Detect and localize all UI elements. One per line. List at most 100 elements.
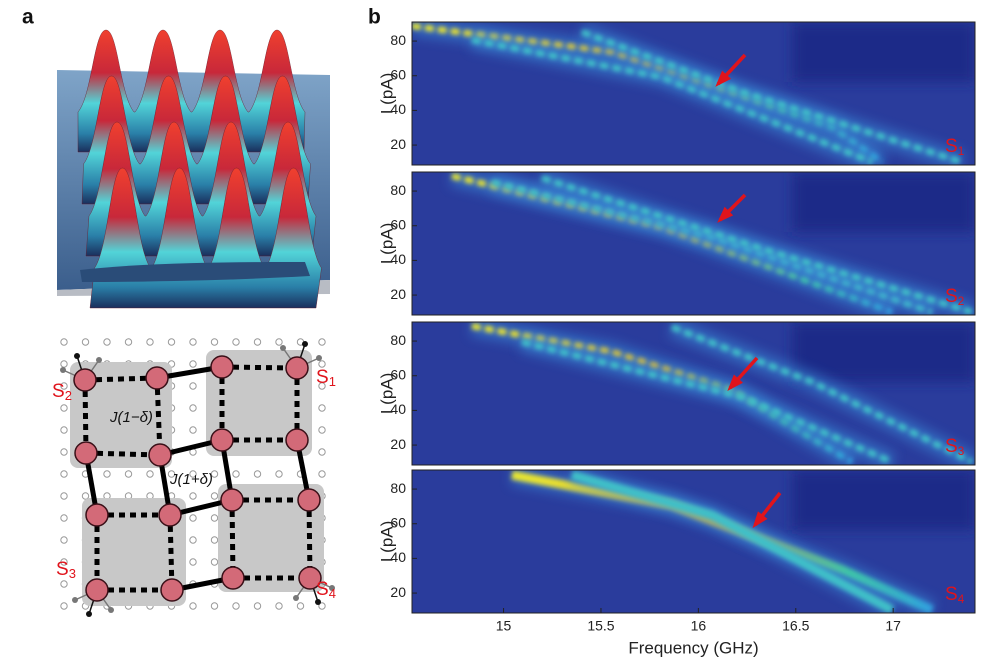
band	[541, 175, 973, 315]
weak-bond	[167, 514, 175, 591]
site-letter: S	[945, 584, 958, 605]
grid-dot	[60, 338, 68, 346]
site	[220, 488, 244, 512]
grid-dot	[318, 602, 326, 610]
probe-arrow-head	[329, 585, 335, 591]
site-label: S3	[56, 559, 76, 581]
site-label: S4	[945, 584, 965, 606]
site-letter: S	[945, 436, 958, 457]
grid-dot	[146, 470, 154, 478]
site-label: S1	[316, 367, 336, 389]
plaquette	[218, 484, 324, 592]
weak-bond	[84, 375, 158, 383]
panel-label: a	[22, 6, 34, 29]
site-label: S3	[945, 436, 964, 458]
grid-dot	[232, 602, 240, 610]
weak-bond	[85, 450, 161, 458]
grid-dot	[210, 492, 219, 500]
grid-dot	[60, 514, 68, 522]
grid-dot	[253, 338, 262, 346]
heatmap-dark	[792, 322, 975, 382]
band	[580, 29, 963, 165]
site-label: S2	[945, 286, 964, 308]
grid-dot	[275, 602, 283, 610]
site	[74, 441, 98, 465]
grid-dot	[189, 470, 197, 478]
y-tick-label: 40	[390, 251, 406, 267]
x-tick-label: 15.5	[587, 618, 614, 634]
grid-dot	[232, 338, 240, 346]
y-tick-label: 60	[390, 216, 406, 232]
grid-dot	[318, 338, 326, 346]
probe-arrow-head	[302, 341, 308, 347]
probe-arrow-head	[316, 355, 322, 361]
heatmap	[412, 172, 975, 315]
y-tick-label: 80	[390, 480, 406, 496]
site-letter: S	[316, 367, 329, 388]
site-letter: S	[56, 559, 69, 580]
site-letter: S	[316, 579, 329, 600]
y-axis-label: I (pA)	[377, 373, 396, 415]
site-letter: S	[945, 286, 958, 307]
x-tick-label: 15	[496, 618, 512, 634]
x-tick-label: 16.5	[782, 618, 809, 634]
heatmap-dark	[792, 470, 975, 530]
grid-dot	[60, 602, 68, 610]
grid-dot	[60, 580, 68, 588]
y-tick-label: 60	[390, 514, 406, 530]
site	[210, 428, 234, 452]
site-index: 2	[958, 295, 965, 308]
arrow-head	[727, 374, 743, 391]
y-tick-label: 80	[390, 182, 406, 198]
grid-dot	[189, 360, 197, 368]
grid-dot	[210, 514, 219, 522]
band	[570, 470, 895, 613]
site	[210, 355, 234, 379]
heatmap-frame	[411, 321, 976, 466]
grid-dot	[167, 338, 176, 346]
site-index: 3	[958, 445, 965, 458]
band	[670, 324, 974, 465]
grid-dot	[167, 470, 176, 478]
hopping-label: J(1−δ)	[109, 409, 153, 426]
grid-dot	[124, 470, 133, 478]
y-axis-label: I (pA)	[377, 73, 396, 115]
site	[85, 503, 109, 527]
grid-dot	[189, 382, 197, 390]
surface-row	[77, 29, 306, 153]
site-index: 1	[329, 374, 336, 389]
site	[297, 488, 321, 512]
y-tick-label: 80	[390, 332, 406, 348]
site	[221, 566, 245, 590]
x-axis-label: Frequency (GHz)	[628, 638, 758, 657]
grid-dot	[60, 404, 68, 412]
site	[160, 578, 184, 602]
site	[285, 428, 309, 452]
grid-dot	[275, 338, 283, 346]
grid-dot	[232, 470, 240, 478]
weak-bond	[306, 499, 313, 579]
site-index: 4	[958, 593, 965, 606]
grid-dot	[210, 338, 219, 346]
hopping-label: J(1+δ)	[169, 471, 213, 488]
y-tick-label: 40	[390, 549, 406, 565]
site	[298, 566, 322, 590]
site	[285, 356, 309, 380]
y-tick-label: 80	[390, 32, 406, 48]
heatmap-frame	[411, 21, 976, 166]
site-label: S2	[52, 381, 72, 403]
arrow-head	[752, 511, 768, 529]
site	[73, 368, 97, 392]
grid-dot	[189, 426, 197, 434]
grid-dot	[60, 536, 68, 544]
site	[145, 366, 169, 390]
grid-dot	[60, 492, 68, 500]
probe-arrow-head	[280, 345, 286, 351]
grid-dot	[60, 360, 68, 368]
grid-dot	[210, 536, 219, 544]
site-label: S1	[945, 136, 964, 158]
surface-skirt	[80, 262, 310, 282]
